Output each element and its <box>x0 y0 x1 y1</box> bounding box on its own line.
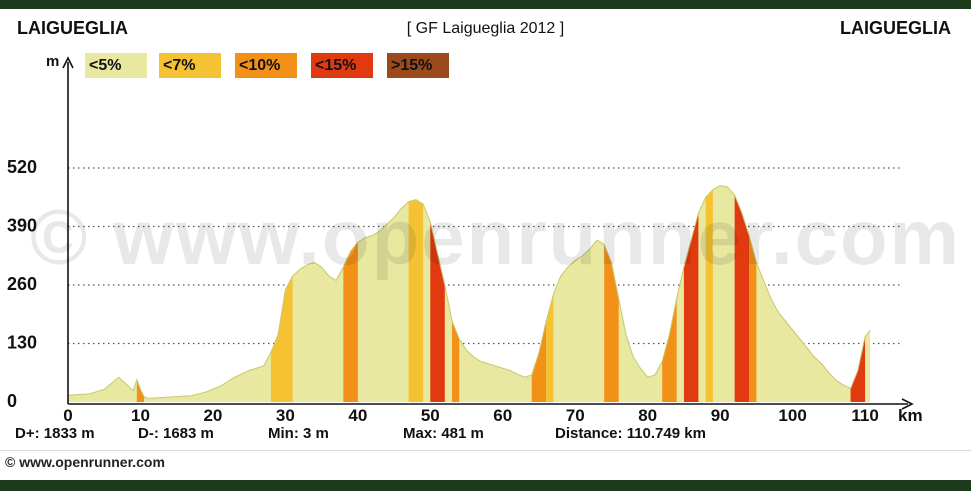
steep-section <box>343 242 358 402</box>
y-tick-label: 520 <box>7 157 37 177</box>
steep-section <box>531 321 547 402</box>
legend-lt15: <15% <box>311 53 373 78</box>
x-tick-label: 100 <box>778 406 806 425</box>
end-town-label: LAIGUEGLIA <box>840 18 951 38</box>
y-tick-label: 260 <box>7 274 37 294</box>
x-tick-label: 40 <box>348 406 367 425</box>
steep-section <box>705 189 713 402</box>
x-tick-label: 60 <box>493 406 512 425</box>
y-axis-unit: m <box>46 53 59 70</box>
steep-section <box>452 321 460 402</box>
steep-section <box>662 298 677 402</box>
y-tick-label: 0 <box>7 391 17 411</box>
steep-section <box>604 244 619 402</box>
x-tick-label: 20 <box>203 406 222 425</box>
x-tick-label: 30 <box>276 406 295 425</box>
steep-section <box>850 336 866 402</box>
watermark-text: © www.openrunner.com <box>30 193 962 281</box>
steep-section <box>734 195 750 402</box>
legend-lt7: <7% <box>159 53 221 78</box>
x-tick-label: 110 <box>851 406 878 425</box>
legend-lt5: <5% <box>85 53 147 78</box>
steep-section <box>546 294 554 402</box>
legend-gt15: >15% <box>387 53 449 78</box>
steep-section <box>683 213 699 402</box>
steep-section <box>749 235 757 402</box>
x-axis-unit: km <box>898 406 923 425</box>
x-tick-label: 50 <box>421 406 440 425</box>
y-axis-arrow <box>62 56 74 69</box>
x-tick-label: 80 <box>638 406 657 425</box>
steep-section <box>408 199 424 402</box>
steep-section <box>430 222 445 402</box>
steep-section <box>270 276 293 402</box>
elevation-outline <box>67 185 871 399</box>
event-title: [ GF Laigueglia 2012 ] <box>406 20 565 37</box>
y-tick-label: 130 <box>7 332 37 352</box>
start-town-label: LAIGUEGLIA <box>17 18 128 38</box>
stat-d-minus: D-: 1683 m <box>138 425 214 442</box>
x-tick-label: 70 <box>566 406 585 425</box>
credit-text: © www.openrunner.com <box>5 454 165 470</box>
x-tick-label: 0 <box>63 406 72 425</box>
x-tick-label: 90 <box>711 406 730 425</box>
legend-lt10: <10% <box>235 53 297 78</box>
x-tick-label: 10 <box>131 406 150 425</box>
stat-min: Min: 3 m <box>268 425 329 442</box>
y-tick-label: 390 <box>7 215 37 235</box>
stat-distance: Distance: 110.749 km <box>555 425 706 442</box>
footer-divider <box>0 450 971 451</box>
stat-d-plus: D+: 1833 m <box>15 425 95 442</box>
x-axis-arrow <box>901 398 914 410</box>
stat-max: Max: 481 m <box>403 425 484 442</box>
top-border <box>0 0 971 9</box>
bottom-border <box>0 480 971 491</box>
